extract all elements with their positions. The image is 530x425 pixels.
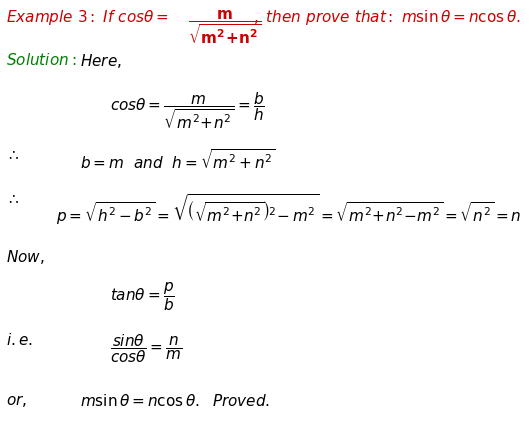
Text: $\mathbf{\mathit{,\ then\ prove\ that{:}\ m\sin\theta = n\cos\theta.}}$: $\mathbf{\mathit{,\ then\ prove\ that{:}… bbox=[253, 8, 520, 27]
Text: $\mathbf{\dfrac{m}{\sqrt{m^2\!+\!n^2}}}$: $\mathbf{\dfrac{m}{\sqrt{m^2\!+\!n^2}}}$ bbox=[188, 8, 261, 45]
Text: $\mathbf{\mathit{i.e.}}$: $\mathbf{\mathit{i.e.}}$ bbox=[6, 332, 33, 348]
Text: $\mathbf{\mathit{Here,}}$: $\mathbf{\mathit{Here,}}$ bbox=[80, 52, 122, 70]
Text: $\mathbf{\mathit{Now,}}$: $\mathbf{\mathit{Now,}}$ bbox=[6, 248, 45, 266]
Text: $\mathbf{\mathit{b = m\ \ and\ \ h = \sqrt{m^2 + n^2}}}$: $\mathbf{\mathit{b = m\ \ and\ \ h = \sq… bbox=[80, 148, 276, 172]
Text: $\mathbf{\mathit{m\sin\theta = n\cos\theta.\ \ Proved.}}$: $\mathbf{\mathit{m\sin\theta = n\cos\the… bbox=[80, 393, 270, 409]
Text: $\therefore$: $\therefore$ bbox=[6, 148, 20, 162]
Text: $\mathbf{\mathit{or,}}$: $\mathbf{\mathit{or,}}$ bbox=[6, 393, 27, 409]
Text: $\therefore$: $\therefore$ bbox=[6, 192, 20, 206]
Text: $\mathbf{\mathit{p = \sqrt{h^2-b^2} = \sqrt{\!\left(\sqrt{m^2\!+\!n^2}\right)^{\: $\mathbf{\mathit{p = \sqrt{h^2-b^2} = \s… bbox=[56, 192, 522, 227]
Text: $\mathbf{\mathit{Solution{:}}}$: $\mathbf{\mathit{Solution{:}}}$ bbox=[6, 52, 76, 68]
Text: $\mathbf{\mathit{Example\ 3{:}\ If\ cos\theta =}}$: $\mathbf{\mathit{Example\ 3{:}\ If\ cos\… bbox=[6, 8, 169, 27]
Text: $\mathit{cos\theta} = \dfrac{m}{\sqrt{m^2\!+\!n^2}} = \dfrac{b}{h}$: $\mathit{cos\theta} = \dfrac{m}{\sqrt{m^… bbox=[110, 90, 265, 130]
Text: $\dfrac{\mathbf{\mathit{sin\theta}}}{\mathbf{\mathit{cos\theta}}} = \dfrac{n}{m}: $\dfrac{\mathbf{\mathit{sin\theta}}}{\ma… bbox=[110, 332, 182, 365]
Text: $\mathbf{\mathit{tan\theta}} = \dfrac{p}{b}$: $\mathbf{\mathit{tan\theta}} = \dfrac{p}… bbox=[110, 280, 175, 313]
